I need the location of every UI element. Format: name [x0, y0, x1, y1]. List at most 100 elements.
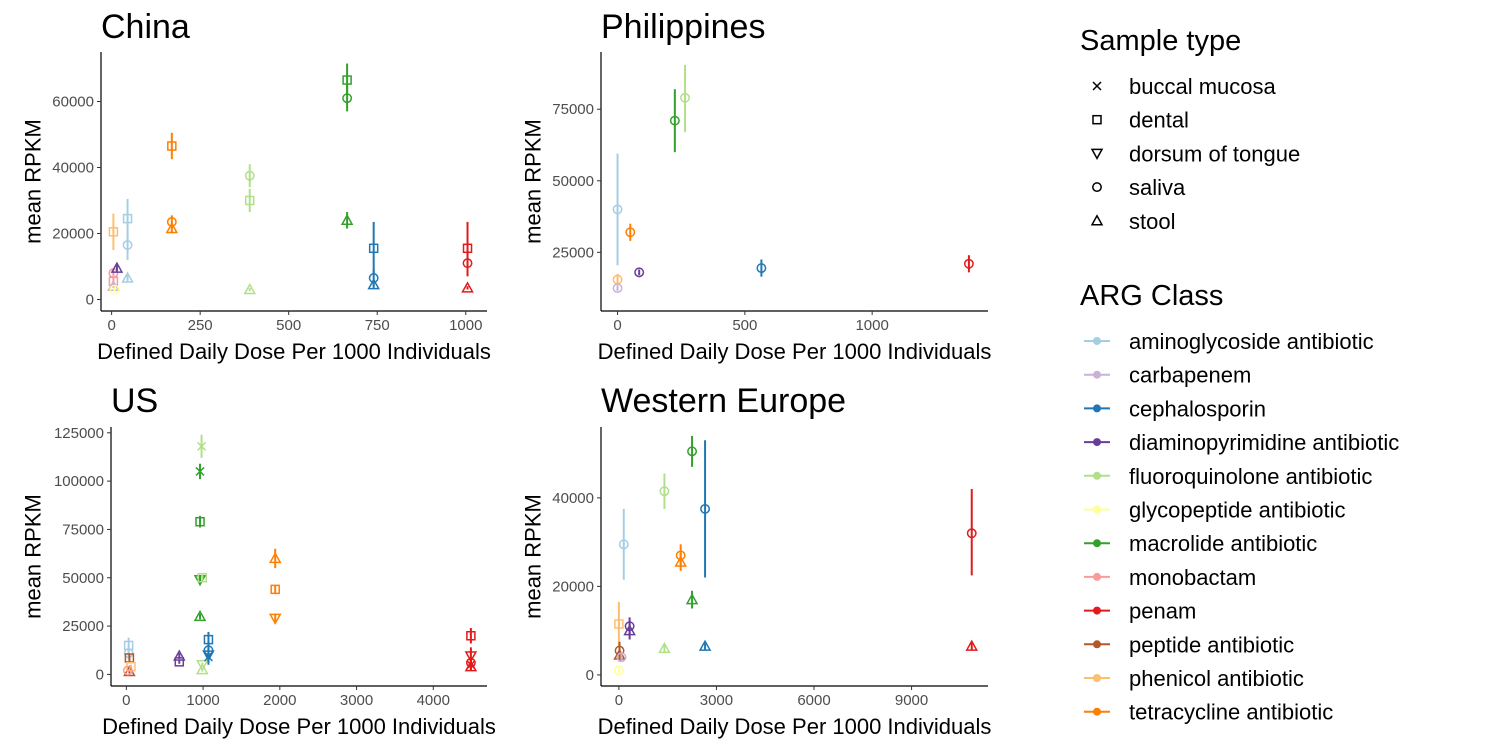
x-tick-label: 1000 — [855, 317, 888, 334]
data-point — [110, 261, 124, 273]
data-point — [613, 665, 624, 676]
legend-key-dot-icon — [1093, 438, 1101, 447]
x-tick-label: 0 — [613, 317, 621, 334]
data-point — [756, 263, 767, 274]
panel-title: Western Europe — [601, 382, 846, 420]
panel-title: Philippines — [601, 8, 765, 46]
data-point — [966, 528, 977, 539]
data-point — [108, 227, 119, 237]
data-point — [674, 555, 687, 567]
legend-class-label: aminoglycoside antibiotic — [1129, 329, 1374, 354]
legend-key-dot-icon — [1093, 572, 1101, 581]
legend-class-label: diaminopyrimidine antibiotic — [1129, 430, 1399, 455]
data-point — [658, 641, 671, 654]
data-point — [197, 441, 207, 451]
data-point — [121, 271, 134, 283]
data-point — [700, 503, 711, 514]
x-tick-label: 1000 — [449, 317, 482, 334]
legend-key-dot-icon — [1093, 539, 1101, 548]
y-axis-label: mean RPKM — [21, 494, 46, 619]
legend-key-dot-icon — [1093, 471, 1101, 480]
x-tick-label: 0 — [615, 692, 623, 709]
x-tick-label: 4000 — [417, 692, 450, 709]
legend-key-dot-icon — [1093, 606, 1101, 615]
data-point — [243, 283, 257, 295]
legend-class-label: penam — [1129, 599, 1196, 624]
legend-class-label: peptide antibiotic — [1129, 632, 1294, 657]
data-point — [698, 639, 712, 651]
data-point — [367, 278, 380, 290]
legend-key-triangle-up-icon — [1090, 214, 1104, 226]
y-tick-label: 0 — [96, 666, 104, 683]
y-tick-label: 25000 — [62, 618, 104, 635]
panel-title: US — [111, 382, 158, 420]
x-tick-label: 750 — [365, 317, 390, 334]
legend-key-cross-icon — [1092, 81, 1102, 91]
legend-shape-label: saliva — [1129, 175, 1186, 200]
x-tick-label: 500 — [732, 317, 757, 334]
data-point — [965, 639, 979, 651]
data-point — [244, 170, 255, 181]
legend-class-label: monobactam — [1129, 565, 1256, 590]
data-point — [614, 619, 624, 629]
x-axis-label: Defined Daily Dose Per 1000 Individuals — [97, 339, 491, 364]
data-point — [685, 593, 699, 605]
legend-class-label: phenicol antibiotic — [1129, 666, 1304, 691]
y-tick-label: 60000 — [52, 93, 94, 110]
legend-class-label: glycopeptide antibiotic — [1129, 498, 1345, 523]
data-point — [669, 115, 680, 126]
x-tick-label: 6000 — [797, 692, 830, 709]
x-tick-label: 500 — [276, 317, 301, 334]
y-tick-label: 20000 — [52, 225, 94, 242]
data-point — [687, 446, 698, 457]
y-tick-label: 40000 — [52, 159, 94, 176]
data-point — [197, 573, 208, 583]
data-point — [244, 195, 255, 206]
legend: Sample type buccal mucosa dental dorsum of … — [1080, 25, 1399, 725]
data-point — [174, 657, 185, 667]
data-point — [461, 281, 474, 293]
panel-china: China 0 250 500 750 1000 0 20000 40000 60000 Defin… — [21, 8, 491, 364]
y-axis-label: mean RPKM — [521, 119, 546, 244]
legend-class-label: cephalosporin — [1129, 396, 1266, 421]
legend-key-square-icon — [1092, 114, 1102, 125]
legend-key-dot-icon — [1093, 640, 1101, 649]
legend-shape-label: buccal mucosa — [1129, 74, 1277, 99]
data-point — [618, 539, 629, 550]
data-point — [195, 516, 205, 527]
x-tick-label: 9000 — [895, 692, 928, 709]
legend-key-dot-icon — [1093, 370, 1101, 379]
data-point — [342, 93, 353, 104]
legend-class-label: tetracycline antibiotic — [1129, 700, 1333, 725]
data-point — [122, 213, 133, 224]
legend-class-label: fluoroquinolone antibiotic — [1129, 464, 1372, 489]
y-tick-label: 0 — [586, 667, 594, 684]
data-point — [963, 258, 974, 269]
data-point — [195, 466, 205, 476]
data-point — [462, 258, 473, 269]
data-point — [368, 243, 379, 254]
x-tick-label: 3000 — [340, 692, 373, 709]
y-axis-label: mean RPKM — [521, 494, 546, 619]
legend-key-dot-icon — [1093, 707, 1101, 716]
y-tick-label: 0 — [86, 291, 94, 308]
data-point — [464, 660, 478, 672]
x-tick-label: 3000 — [700, 692, 733, 709]
data-point — [196, 663, 209, 675]
x-tick-label: 250 — [188, 317, 213, 334]
data-point — [634, 267, 645, 278]
data-point — [342, 75, 352, 85]
legend-key-circle-icon — [1092, 182, 1102, 193]
legend-shape-title: Sample type — [1080, 25, 1241, 57]
data-point — [122, 240, 133, 250]
panel-western-europe: Western Europe 0 3000 6000 9000 0 20000 40000 De… — [521, 382, 992, 739]
data-point — [623, 624, 636, 636]
x-axis-label: Defined Daily Dose Per 1000 Individuals — [598, 339, 992, 364]
data-point — [270, 584, 280, 595]
y-tick-label: 50000 — [552, 173, 594, 190]
legend-shape-label: stool — [1129, 209, 1175, 234]
data-point — [612, 283, 623, 294]
data-point — [193, 609, 207, 622]
legend-key-dot-icon — [1093, 337, 1101, 345]
y-tick-label: 20000 — [552, 578, 594, 595]
